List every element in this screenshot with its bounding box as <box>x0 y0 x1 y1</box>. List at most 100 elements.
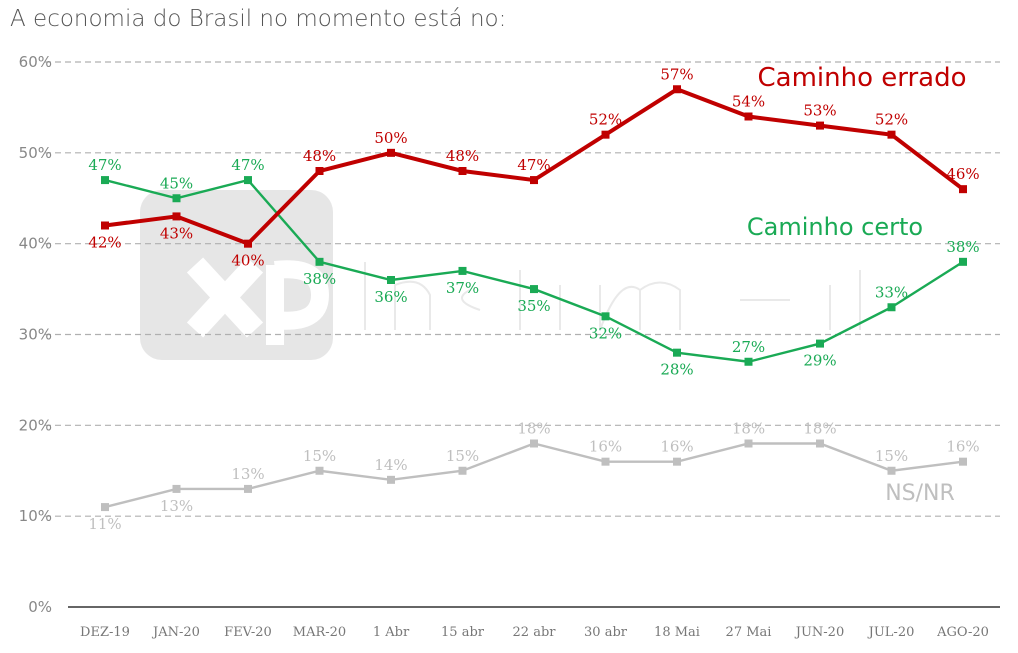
data-label: 54% <box>732 93 765 111</box>
data-point <box>458 167 467 175</box>
series-legend-label: NS/NR <box>885 481 955 506</box>
data-point <box>744 439 753 448</box>
data-label: 13% <box>160 497 193 515</box>
data-point <box>959 457 967 466</box>
y-tick-label: 60% <box>19 53 52 71</box>
data-point <box>887 130 896 139</box>
data-point <box>315 466 324 475</box>
data-label: 38% <box>303 270 336 288</box>
data-point <box>172 212 181 221</box>
y-tick-label: 40% <box>19 235 52 253</box>
data-point <box>101 176 109 185</box>
data-label: 48% <box>303 147 336 165</box>
data-point <box>601 312 610 321</box>
data-label: 18% <box>803 420 836 438</box>
data-label: 47% <box>517 156 550 174</box>
data-point <box>101 221 109 230</box>
data-point <box>601 457 610 466</box>
data-label: 18% <box>517 420 550 438</box>
data-point <box>315 257 324 266</box>
data-point <box>744 357 753 366</box>
x-tick-label: JUN-20 <box>794 625 844 640</box>
watermark-wordmark-strokes <box>364 262 861 331</box>
data-point <box>244 484 252 493</box>
data-label: 18% <box>732 420 765 438</box>
data-point <box>530 439 538 448</box>
data-label: 16% <box>589 438 622 456</box>
data-label: 37% <box>446 279 479 297</box>
data-point <box>458 466 467 475</box>
chart-title: A economia do Brasil no momento está no: <box>10 6 507 32</box>
data-point <box>887 303 896 312</box>
data-point <box>530 176 538 185</box>
data-point <box>530 285 538 294</box>
data-point <box>387 148 395 157</box>
data-point <box>673 85 681 94</box>
data-label: 15% <box>446 447 479 465</box>
data-point <box>387 475 395 484</box>
data-label: 47% <box>88 156 121 174</box>
data-point <box>315 167 324 175</box>
data-point <box>244 176 252 185</box>
data-point <box>816 339 824 348</box>
x-tick-label: FEV-20 <box>224 625 272 640</box>
data-label: 43% <box>160 224 193 242</box>
data-label: 14% <box>374 456 407 474</box>
watermark-logo-mark <box>266 260 330 345</box>
data-point <box>673 348 681 357</box>
x-tick-label: 1 Abr <box>373 625 410 640</box>
series-legend-label: Caminho errado <box>757 63 966 93</box>
y-tick-label: 20% <box>19 416 52 434</box>
x-tick-label: 18 Mai <box>654 625 700 640</box>
x-tick-label: AGO-20 <box>936 625 989 640</box>
data-label: 15% <box>875 447 908 465</box>
data-label: 35% <box>517 297 550 315</box>
x-tick-label: 30 abr <box>584 625 628 640</box>
series-legend-label: Caminho certo <box>747 213 923 241</box>
data-label: 15% <box>303 447 336 465</box>
data-label: 16% <box>946 438 979 456</box>
data-point <box>959 185 967 194</box>
data-point <box>959 257 967 266</box>
data-point <box>172 194 181 203</box>
data-label: 38% <box>946 238 979 256</box>
data-label: 32% <box>589 324 622 342</box>
x-tick-label: 15 abr <box>441 625 485 640</box>
x-tick-label: JAN-20 <box>151 625 200 640</box>
data-label: 46% <box>946 165 979 183</box>
data-label: 42% <box>88 234 121 252</box>
x-tick-label: MAR-20 <box>293 625 346 640</box>
x-tick-label: JUL-20 <box>867 625 915 640</box>
data-point <box>458 266 467 275</box>
data-label: 11% <box>88 515 121 533</box>
x-tick-label: 22 abr <box>513 625 557 640</box>
y-tick-label: 0% <box>28 598 52 616</box>
watermark-logo-mark <box>186 257 264 338</box>
data-label: 53% <box>803 102 836 120</box>
data-label: 13% <box>231 465 264 483</box>
data-point <box>887 466 896 475</box>
data-point <box>673 457 681 466</box>
data-point <box>744 112 753 121</box>
data-label: 29% <box>803 352 836 370</box>
data-point <box>601 130 610 139</box>
y-tick-label: 50% <box>19 144 52 162</box>
y-tick-label: 10% <box>19 507 52 525</box>
data-label: 33% <box>875 283 908 301</box>
data-point <box>387 276 395 284</box>
data-label: 36% <box>374 288 407 306</box>
data-point <box>172 484 181 493</box>
data-label: 57% <box>660 65 693 83</box>
y-tick-label: 30% <box>19 326 52 344</box>
data-point <box>244 239 252 248</box>
data-label: 45% <box>160 174 193 192</box>
data-label: 52% <box>875 111 908 129</box>
data-label: 48% <box>446 147 479 165</box>
data-label: 47% <box>231 156 264 174</box>
data-label: 52% <box>589 111 622 129</box>
data-label: 50% <box>374 129 407 147</box>
data-label: 40% <box>231 252 264 270</box>
data-label: 27% <box>732 338 765 356</box>
data-label: 16% <box>660 438 693 456</box>
